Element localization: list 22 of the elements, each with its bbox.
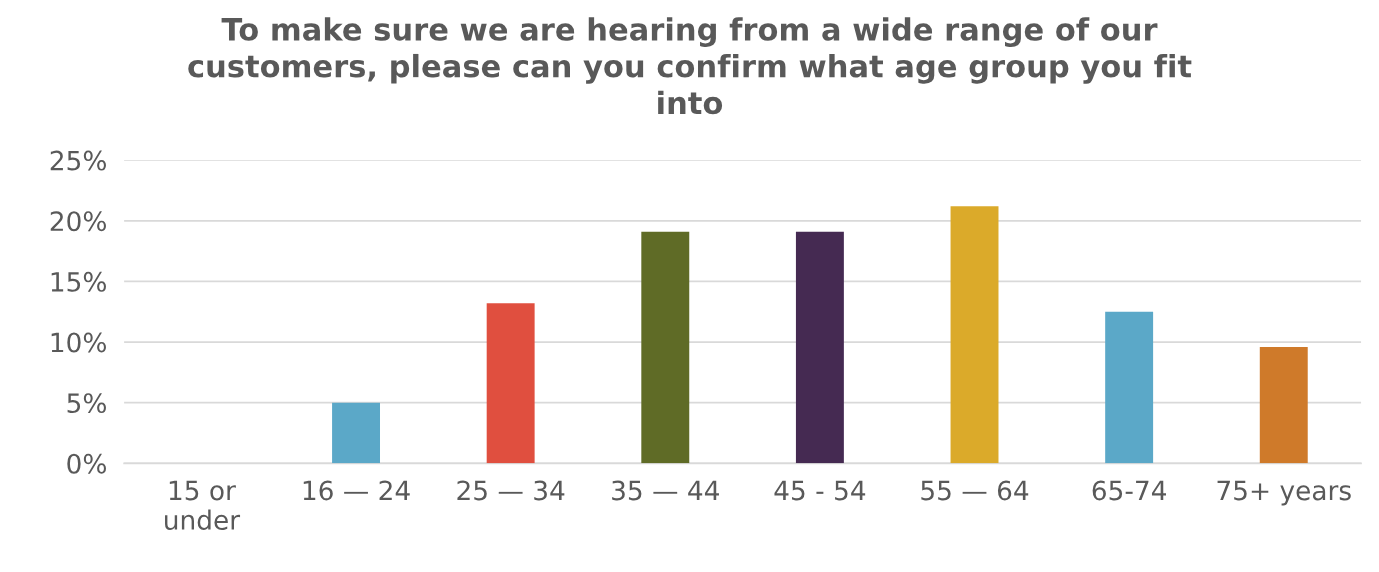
y-tick-label: 20%: [50, 211, 106, 232]
y-tick-label: 0%: [67, 453, 106, 474]
y-tick-label: 5%: [67, 393, 106, 414]
bar: [1259, 346, 1308, 464]
y-tick-label: 15%: [51, 271, 106, 292]
y-tick-label: 10%: [51, 332, 106, 353]
x-tick-label: 45 - 54: [774, 480, 866, 501]
bar: [486, 303, 535, 464]
y-tick-label: 25%: [50, 150, 106, 171]
x-tick-label: 35 — 44: [612, 480, 719, 501]
bar: [641, 231, 690, 464]
x-tick-label: 25 — 34: [457, 480, 565, 501]
bar: [332, 402, 381, 464]
x-tick-label: 15 or under: [165, 480, 241, 530]
chart-title: To make sure we are hearing from a wide range of our customers, please can you confirm what age group you fit into: [188, 17, 1192, 115]
bar: [1105, 311, 1154, 464]
bar: [795, 231, 844, 464]
x-tick-label: 16 — 24: [303, 480, 410, 501]
x-tick-label: 55 — 64: [921, 480, 1029, 501]
x-tick-label: 65-74: [1092, 480, 1166, 501]
bar: [950, 206, 999, 464]
x-tick-label: 75+ years: [1217, 480, 1351, 506]
